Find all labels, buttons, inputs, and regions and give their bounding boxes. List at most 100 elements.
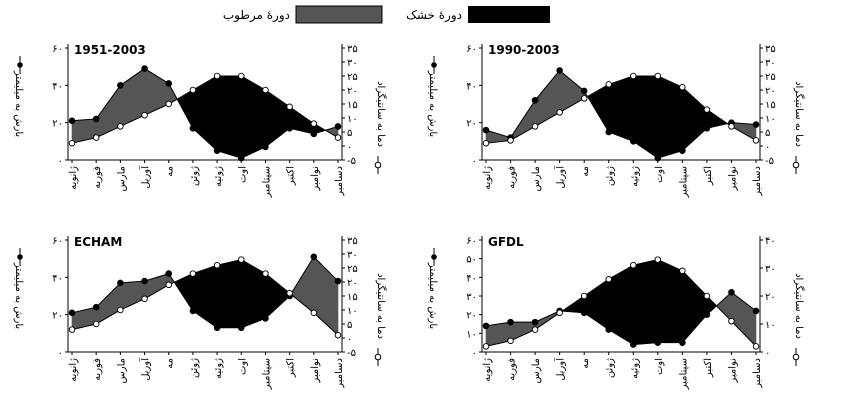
chart-panel-1: ۰ ۲۰ ۴۰ ۶۰ -۵ ۰ ۵ ۱۰ ۱۵ ۲۰ ۲۵ ۳۰ ۳۵ ژانویه فوریه مارس آو… — [13, 43, 387, 198]
month-label: ژانویه — [68, 358, 79, 382]
panel-title: 1951-2003 — [74, 43, 146, 57]
precip-point — [213, 324, 221, 332]
right-tick-label: ۳۵ — [347, 44, 358, 55]
temp-point — [556, 109, 563, 116]
temp-point — [728, 317, 735, 325]
temp-point — [213, 261, 221, 269]
precip-point — [679, 339, 686, 346]
temp-point — [679, 83, 686, 91]
right-tick-label: ۴۰ — [765, 236, 776, 247]
left-tick-label: ۳۰ — [466, 292, 477, 303]
precip-point — [703, 311, 711, 318]
month-label: مه — [165, 166, 176, 177]
precip-line — [485, 291, 757, 346]
temp-line — [71, 75, 339, 144]
right-label-marker — [792, 353, 800, 361]
region-segment — [583, 278, 610, 331]
temp-point — [703, 106, 711, 113]
temp-point — [334, 331, 342, 339]
region-segment — [632, 75, 659, 159]
month-label: ژانویه — [68, 166, 79, 190]
precip-point — [165, 270, 173, 277]
precip-point — [310, 130, 318, 138]
right-tick-label: ۳۰ — [765, 58, 776, 69]
region-segment — [173, 273, 194, 312]
chart-panel-2: ۰ ۲۰ ۴۰ ۶۰ -۵ ۰ ۵ ۱۰ ۱۵ ۲۰ ۲۵ ۳۰ ۳۵ ژانویه فوریه مارس آو… — [427, 43, 805, 198]
region-segment — [71, 306, 97, 330]
month-label: آوریل — [139, 165, 152, 189]
right-tick-label: ۳۰ — [347, 250, 358, 261]
right-axis-label: دما به سانتیگراد — [375, 81, 387, 147]
temp-point — [703, 292, 711, 300]
temp-point — [531, 326, 539, 333]
precip-point — [580, 309, 588, 317]
temp-point — [141, 111, 148, 119]
month-label: ژوئیه — [629, 166, 640, 187]
precip-point — [334, 277, 342, 285]
month-label: اوت — [237, 166, 248, 183]
temp-point — [630, 72, 637, 80]
month-label: دسامبر — [334, 166, 345, 197]
temp-point — [752, 343, 760, 350]
panel-title: ECHAM — [74, 235, 122, 249]
left-label-marker — [431, 254, 437, 260]
temp-point — [262, 270, 269, 277]
precip-point — [482, 322, 490, 330]
month-label: ژوئن — [189, 166, 200, 186]
region-segment — [95, 84, 121, 139]
temp-point — [482, 139, 490, 147]
month-label: مارس — [116, 166, 127, 191]
precip-point — [165, 80, 173, 87]
region-segment — [216, 259, 242, 329]
left-axis-label: بارش به میلیمتر — [13, 262, 24, 329]
left-tick-label: ۵۰ — [466, 255, 477, 266]
month-label: ژوئن — [189, 358, 200, 378]
region-segment — [587, 83, 610, 134]
month-label: اکتبر — [703, 358, 714, 378]
precip-point — [482, 126, 490, 134]
precip-point — [752, 307, 760, 315]
month-label: سپتامبر — [261, 166, 272, 198]
left-tick-label: ۲۰ — [466, 119, 477, 130]
legend-wet-label: دورهٔ مرطوب — [223, 8, 290, 23]
precip-point — [531, 96, 539, 104]
temp-point — [580, 95, 588, 102]
precip-point — [728, 288, 735, 296]
right-tick-label: ۲۰ — [765, 86, 776, 97]
temp-point — [556, 309, 563, 317]
legend-dry-label: دورهٔ خشک — [406, 8, 462, 23]
region-segment — [289, 106, 315, 135]
panel-title: GFDL — [488, 235, 524, 249]
precip-point — [605, 128, 613, 136]
month-label: دسامبر — [334, 358, 345, 389]
precip-point — [605, 326, 613, 333]
right-tick-label: ۱۵ — [347, 292, 358, 303]
left-tick-label: ۴۰ — [466, 81, 477, 92]
month-label: مارس — [116, 358, 127, 383]
right-label-marker — [374, 353, 382, 361]
temp-point — [117, 306, 124, 314]
right-tick-label: ۱۰ — [765, 320, 776, 331]
precip-point — [262, 315, 269, 322]
month-label: مارس — [531, 358, 542, 383]
region-segment — [682, 86, 708, 152]
temp-point — [507, 337, 514, 345]
month-label: ژوئیه — [213, 166, 224, 187]
temp-point — [531, 123, 539, 130]
temp-point — [165, 281, 172, 289]
month-label: فوریه — [92, 358, 103, 381]
precip-line — [71, 255, 339, 329]
right-label-marker — [374, 161, 382, 169]
precip-point — [68, 117, 76, 125]
precip-point — [141, 277, 148, 285]
month-label: سپتامبر — [678, 358, 689, 390]
temp-point — [310, 120, 318, 127]
month-label: فوریه — [507, 166, 518, 189]
precip-point — [679, 147, 686, 154]
right-tick-label: -۵ — [347, 348, 356, 359]
precip-point — [334, 123, 342, 130]
chart-panel-3: ۰ ۲۰ ۴۰ ۶۰ -۵ ۰ ۵ ۱۰ ۱۵ ۲۰ ۲۵ ۳۰ ۳۵ ژانویه فوریه مارس آو… — [13, 235, 387, 390]
month-label: سپتامبر — [678, 166, 689, 198]
left-tick-label: ۱۰ — [466, 329, 477, 340]
month-label: ژوئیه — [629, 358, 640, 379]
